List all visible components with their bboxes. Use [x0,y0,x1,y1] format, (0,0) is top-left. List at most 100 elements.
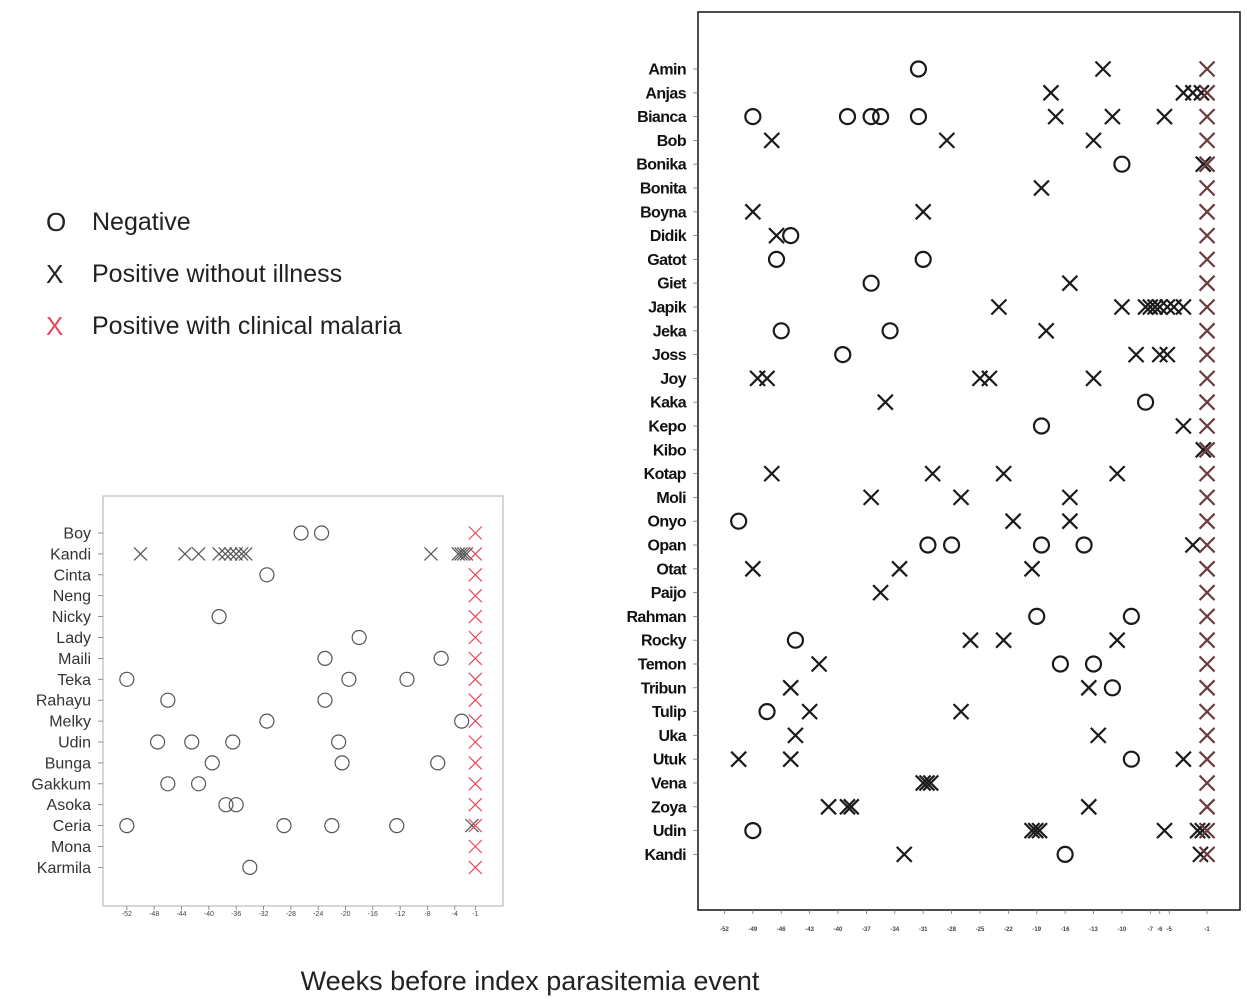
cross-stroke [468,672,483,687]
negative-point [942,536,961,554]
cross-stroke [464,818,479,833]
cross-stroke [1198,679,1216,697]
positive-point [763,132,781,149]
positive-point [1023,560,1041,578]
cross-stroke [1198,227,1216,244]
row-label: Rocky [641,633,687,650]
cross-stroke [177,546,192,561]
positive-point [872,584,889,601]
cross-stroke [1198,108,1216,125]
malaria-point [468,693,483,708]
row-label: Nicky [52,609,91,626]
cross-stroke [1023,822,1041,839]
negative-point [259,713,275,729]
cross-stroke [1127,346,1145,363]
negative-point [1075,536,1093,554]
row-label: Giet [657,276,687,293]
positive-point [1042,84,1060,102]
row-label: Bonita [640,181,687,198]
cross-stroke [962,631,979,649]
cross-stroke [1198,346,1216,363]
legend: O Negative X Positive without illness X … [46,196,402,352]
positive-point [952,489,970,506]
positive-point [1104,108,1121,125]
row-label: Cinta [54,567,91,584]
positive-point [1108,631,1126,649]
malaria-point [468,860,483,875]
cross-stroke [1198,465,1216,482]
row-label: Melky [49,714,91,731]
cross-stroke [218,546,233,561]
positive-point [238,546,253,561]
negative-point [1032,417,1051,435]
positive-point [891,560,908,578]
malaria-point [1198,774,1216,792]
positive-point [1127,346,1145,363]
row-label: Kotap [644,466,687,483]
row-label: Boyna [640,204,687,221]
x-tick-label: -43 [805,927,814,933]
row-label: Zoya [651,799,687,816]
malaria-point [1198,631,1216,649]
positive-point [464,818,479,833]
positive-point [1175,750,1192,768]
positive-point [938,132,956,149]
negative-point [909,107,928,126]
negative-point [317,650,333,667]
x-tick-label: -4 [452,911,458,918]
row-label: Maili [58,651,91,668]
row-label: Kepo [648,419,686,436]
x-tick-label: -46 [777,927,786,933]
cross-stroke [423,546,438,561]
negative-point [772,322,790,340]
cross-stroke [801,703,818,720]
cross-stroke [1061,512,1079,530]
malaria-point [1198,84,1216,102]
cross-stroke [952,703,970,720]
negative-point [218,797,234,813]
positive-point [1184,84,1202,102]
x-tick-label: -1 [1204,927,1210,933]
x-tick-label: -28 [947,927,956,933]
cross-stroke [1198,798,1216,816]
cross-stroke [1061,274,1079,292]
negative-point [160,776,176,792]
negative-point [149,734,166,750]
positive-point [423,546,438,561]
cross-stroke [782,750,799,768]
malaria-point [1198,322,1216,340]
malaria-point [1198,132,1216,149]
positive-point [914,203,932,221]
malaria-point [468,818,483,833]
x-tick-label: -31 [919,927,928,933]
negative-point [454,713,470,729]
cross-stroke [1146,298,1164,316]
positive-point [1047,108,1064,125]
cross-stroke [1198,608,1216,625]
cross-stroke [744,203,762,221]
negative-point [919,536,937,554]
positive-point [730,750,747,768]
cross-stroke [1080,798,1098,816]
positive-point [1080,798,1098,816]
cross-stroke [468,651,483,666]
row-label: Moli [656,490,686,507]
cross-stroke [922,774,940,792]
legend-label-positive-without-illness: Positive without illness [92,259,343,288]
positive-point [1085,132,1102,149]
negative-point [862,107,880,126]
x-axis-label: Weeks before index parasitemia event [300,966,760,996]
negative-point [1056,845,1074,864]
positive-point [1089,727,1107,744]
cross-stroke [212,546,227,561]
positive-point [952,703,970,720]
cross-stroke [1198,393,1216,411]
row-label: Boy [63,526,91,543]
cross-stroke [1151,346,1169,363]
positive-point [962,631,979,649]
cross-stroke [1156,822,1173,839]
negative-point [1032,536,1051,554]
negative-point [782,227,800,245]
row-label: Paijo [651,585,687,602]
positive-point [1061,512,1079,530]
